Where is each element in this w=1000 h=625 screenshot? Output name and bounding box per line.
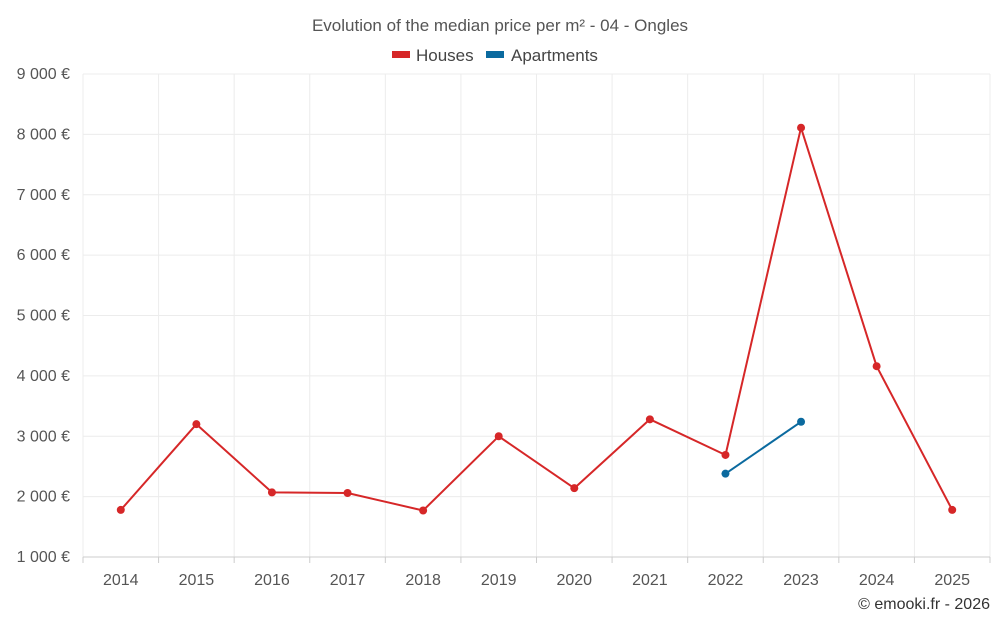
- x-axis-ticks: 2014 2015 2016 2017 2018 2019 2020 2021 2022 2023…: [82, 557, 991, 589]
- data-point-houses-2017[interactable]: [343, 489, 352, 498]
- data-point-houses-2016[interactable]: [267, 488, 276, 497]
- x-tick-label: 2018: [405, 572, 441, 589]
- data-point-houses-2018[interactable]: [419, 506, 428, 515]
- series-line-apartments: [724, 420, 802, 475]
- series-apartments: [721, 417, 806, 478]
- legend-item-houses[interactable]: Houses: [392, 46, 474, 65]
- y-tick-label: 7 000 €: [17, 187, 70, 204]
- series-houses: [116, 123, 957, 515]
- x-tick-label: 2019: [481, 572, 517, 589]
- data-point-apartments-2023[interactable]: [797, 417, 806, 426]
- y-tick-label: 3 000 €: [17, 428, 70, 445]
- y-tick-label: 9 000 €: [17, 66, 70, 83]
- x-tick-label: 2017: [330, 572, 366, 589]
- data-point-houses-2023[interactable]: [797, 123, 806, 132]
- y-tick-label: 5 000 €: [17, 308, 70, 325]
- x-tick-label: 2021: [632, 572, 668, 589]
- x-tick-label: 2016: [254, 572, 290, 589]
- data-point-houses-2024[interactable]: [872, 362, 881, 371]
- y-tick-label: 4 000 €: [17, 368, 70, 385]
- x-tick-label: 2025: [934, 572, 970, 589]
- x-tick-label: 2020: [556, 572, 592, 589]
- x-tick-label: 2023: [783, 572, 819, 589]
- data-point-houses-2025[interactable]: [948, 505, 957, 514]
- legend-swatch-houses: [392, 51, 410, 58]
- y-tick-label: 2 000 €: [17, 489, 70, 506]
- data-point-houses-2015[interactable]: [192, 420, 201, 429]
- series: [116, 123, 957, 515]
- y-tick-label: 1 000 €: [17, 549, 70, 566]
- data-point-houses-2021[interactable]: [645, 415, 654, 424]
- data-point-houses-2020[interactable]: [570, 484, 579, 493]
- series-line-houses: [120, 126, 954, 512]
- grid: [82, 73, 991, 557]
- data-point-houses-2014[interactable]: [116, 505, 125, 514]
- y-tick-label: 6 000 €: [17, 247, 70, 264]
- x-tick-label: 2014: [103, 572, 139, 589]
- x-tick-label: 2015: [179, 572, 215, 589]
- legend-swatch-apartments: [486, 51, 504, 58]
- y-tick-label: 8 000 €: [17, 126, 70, 143]
- chart-title: Evolution of the median price per m² - 0…: [312, 16, 688, 35]
- x-tick-label: 2022: [708, 572, 744, 589]
- data-point-houses-2022[interactable]: [721, 450, 730, 459]
- credit-text: © emooki.fr - 2026: [858, 596, 990, 613]
- data-point-houses-2019[interactable]: [494, 432, 503, 441]
- legend-label-houses: Houses: [416, 46, 474, 65]
- legend: Houses Apartments: [392, 46, 598, 65]
- legend-label-apartments: Apartments: [511, 46, 598, 65]
- data-point-apartments-2022[interactable]: [721, 469, 730, 478]
- legend-item-apartments[interactable]: Apartments: [486, 46, 598, 65]
- x-tick-label: 2024: [859, 572, 895, 589]
- y-axis-ticks: 1 000 € 2 000 € 3 000 € 4 000 € 5 000 € 6 000…: [17, 66, 70, 566]
